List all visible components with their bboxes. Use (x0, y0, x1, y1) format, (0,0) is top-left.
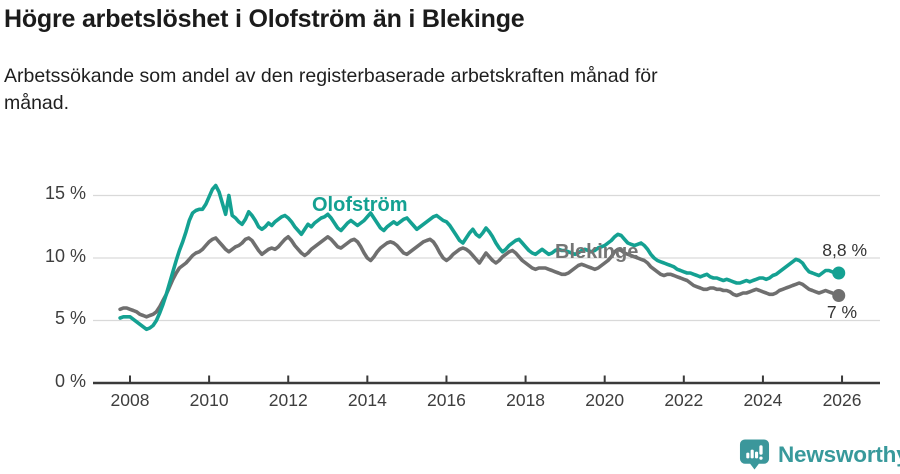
chart-subtitle: Arbetssökande som andel av den registerb… (4, 63, 658, 117)
x-tick-label: 2012 (268, 390, 308, 410)
y-tick-label: 0 % (54, 370, 86, 391)
series-end-dot-olofström (832, 266, 846, 280)
series-end-dot-blekinge (832, 289, 846, 302)
x-tick-label: 2010 (189, 390, 229, 410)
x-tick-label: 2016 (426, 390, 466, 410)
end-value-label-olofstrom: 8,8 % (822, 240, 867, 260)
y-tick-label: 5 % (54, 308, 86, 328)
x-tick-label: 2026 (822, 390, 862, 410)
series-label-olofstrom: Olofström (312, 194, 408, 216)
subtitle-line-1: Arbetssökande som andel av den registerb… (4, 65, 658, 87)
chart-title: Högre arbetslöshet i Olofström än i Blek… (4, 5, 525, 33)
newsworthy-logo-icon (739, 439, 770, 470)
y-tick-label: 10 % (44, 245, 86, 266)
x-tick-label: 2024 (743, 390, 783, 410)
series-label-blekinge: Blekinge (555, 241, 639, 263)
x-tick-label: 2020 (585, 390, 625, 410)
x-tick-label: 2018 (506, 390, 546, 410)
subtitle-line-2: månad. (4, 92, 70, 114)
y-tick-label: 15 % (44, 183, 86, 203)
newsworthy-brand-name: Newsworthy (778, 441, 900, 467)
x-tick-label: 2014 (347, 390, 387, 410)
series-line-olofström (118, 183, 841, 332)
newsworthy-branding: Newsworthy (739, 438, 900, 471)
x-tick-label: 2008 (110, 390, 150, 410)
x-tick-label: 2022 (664, 390, 704, 410)
end-value-label-blekinge: 7 % (826, 302, 857, 322)
series-line-blekinge (118, 235, 841, 319)
